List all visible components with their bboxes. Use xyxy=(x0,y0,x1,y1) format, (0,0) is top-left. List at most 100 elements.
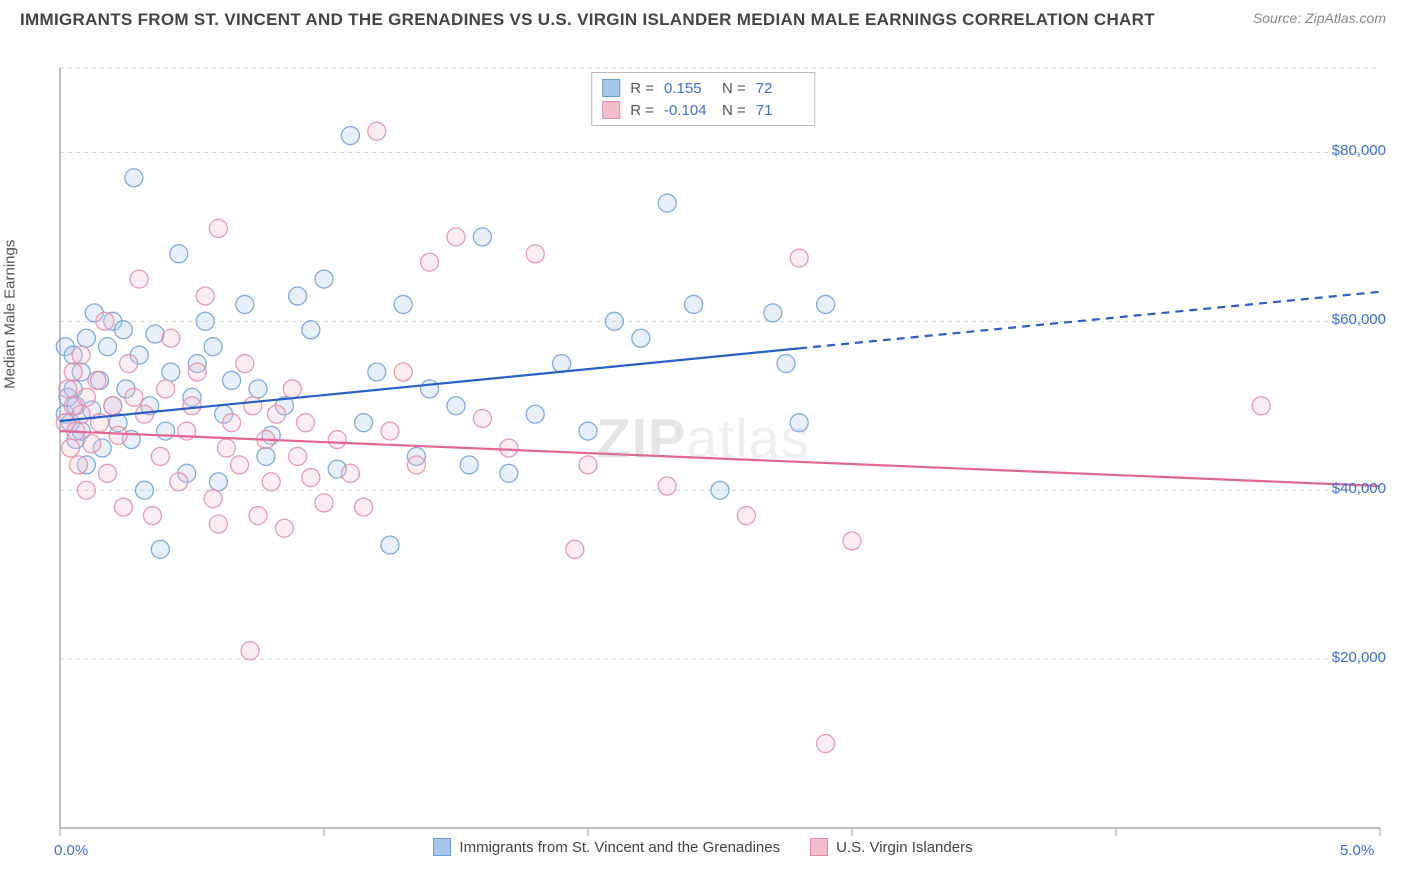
data-point xyxy=(421,253,439,271)
data-point xyxy=(566,540,584,558)
data-point xyxy=(262,473,280,491)
data-point xyxy=(447,228,465,246)
data-point xyxy=(737,507,755,525)
data-point xyxy=(1252,397,1270,415)
data-point xyxy=(394,363,412,381)
data-point xyxy=(381,536,399,554)
data-point xyxy=(632,329,650,347)
data-point xyxy=(162,329,180,347)
data-point xyxy=(817,295,835,313)
data-point xyxy=(685,295,703,313)
data-point xyxy=(790,414,808,432)
data-point xyxy=(764,304,782,322)
data-point xyxy=(289,447,307,465)
data-point xyxy=(355,498,373,516)
data-point xyxy=(96,312,114,330)
data-point xyxy=(355,414,373,432)
data-point xyxy=(421,380,439,398)
data-point xyxy=(526,405,544,423)
data-point xyxy=(711,481,729,499)
data-point xyxy=(196,312,214,330)
data-point xyxy=(244,397,262,415)
legend-series-label: U.S. Virgin Islanders xyxy=(836,839,972,856)
data-point xyxy=(302,321,320,339)
y-tick-label: $40,000 xyxy=(1332,480,1386,497)
data-point xyxy=(77,329,95,347)
data-point xyxy=(99,464,117,482)
scatter-chart xyxy=(0,30,1406,880)
data-point xyxy=(579,456,597,474)
data-point xyxy=(223,371,241,389)
y-tick-label: $20,000 xyxy=(1332,649,1386,666)
data-point xyxy=(460,456,478,474)
data-point xyxy=(204,338,222,356)
legend-series: Immigrants from St. Vincent and the Gren… xyxy=(0,838,1406,856)
data-point xyxy=(151,447,169,465)
legend-swatch xyxy=(602,79,620,97)
data-point xyxy=(114,498,132,516)
data-point xyxy=(204,490,222,508)
data-point xyxy=(368,122,386,140)
data-point xyxy=(843,532,861,550)
n-label: N = xyxy=(722,80,746,97)
data-point xyxy=(130,270,148,288)
data-point xyxy=(77,388,95,406)
data-point xyxy=(109,426,127,444)
data-point xyxy=(196,287,214,305)
data-point xyxy=(88,371,106,389)
data-point xyxy=(83,435,101,453)
data-point xyxy=(236,295,254,313)
data-point xyxy=(500,464,518,482)
data-point xyxy=(120,355,138,373)
data-point xyxy=(341,127,359,145)
data-point xyxy=(658,477,676,495)
r-value: 0.155 xyxy=(664,80,712,97)
n-value: 72 xyxy=(756,80,804,97)
legend-swatch xyxy=(810,838,828,856)
n-label: N = xyxy=(722,102,746,119)
y-tick-label: $60,000 xyxy=(1332,311,1386,328)
data-point xyxy=(77,481,95,499)
data-point xyxy=(183,397,201,415)
data-point xyxy=(579,422,597,440)
r-label: R = xyxy=(630,80,654,97)
data-point xyxy=(553,355,571,373)
data-point xyxy=(447,397,465,415)
data-point xyxy=(790,249,808,267)
data-point xyxy=(231,456,249,474)
data-point xyxy=(157,380,175,398)
data-point xyxy=(209,219,227,237)
data-point xyxy=(777,355,795,373)
data-point xyxy=(257,447,275,465)
data-point xyxy=(209,473,227,491)
data-point xyxy=(341,464,359,482)
data-point xyxy=(817,735,835,753)
legend-series-item: Immigrants from St. Vincent and the Gren… xyxy=(433,838,780,856)
data-point xyxy=(500,439,518,457)
data-point xyxy=(315,494,333,512)
legend-series-label: Immigrants from St. Vincent and the Gren… xyxy=(459,839,780,856)
data-point xyxy=(157,422,175,440)
data-point xyxy=(394,295,412,313)
data-point xyxy=(283,380,301,398)
data-point xyxy=(151,540,169,558)
data-point xyxy=(473,228,491,246)
data-point xyxy=(407,456,425,474)
data-point xyxy=(209,515,227,533)
r-value: -0.104 xyxy=(664,102,712,119)
y-tick-label: $80,000 xyxy=(1332,142,1386,159)
data-point xyxy=(223,414,241,432)
data-point xyxy=(658,194,676,212)
chart-container: Median Male Earnings ZIPatlas R =0.155N … xyxy=(0,30,1406,880)
data-point xyxy=(62,439,80,457)
data-point xyxy=(170,473,188,491)
data-point xyxy=(605,312,623,330)
legend-stat-row: R =-0.104N =71 xyxy=(602,99,804,121)
data-point xyxy=(315,270,333,288)
legend-stats: R =0.155N =72R =-0.104N =71 xyxy=(591,72,815,126)
data-point xyxy=(143,507,161,525)
data-point xyxy=(125,169,143,187)
data-point xyxy=(170,245,188,263)
data-point xyxy=(526,245,544,263)
data-point xyxy=(241,642,259,660)
